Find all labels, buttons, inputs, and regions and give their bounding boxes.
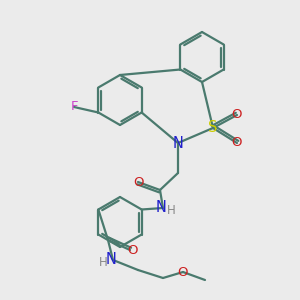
Text: O: O: [178, 266, 188, 278]
Text: N: N: [172, 136, 183, 151]
Text: O: O: [232, 136, 242, 149]
Text: O: O: [232, 109, 242, 122]
Text: N: N: [106, 253, 116, 268]
Text: S: S: [208, 121, 218, 136]
Text: N: N: [156, 200, 167, 215]
Text: F: F: [70, 100, 78, 113]
Text: O: O: [133, 176, 143, 188]
Text: H: H: [99, 256, 107, 269]
Text: O: O: [127, 244, 137, 256]
Text: H: H: [167, 205, 176, 218]
